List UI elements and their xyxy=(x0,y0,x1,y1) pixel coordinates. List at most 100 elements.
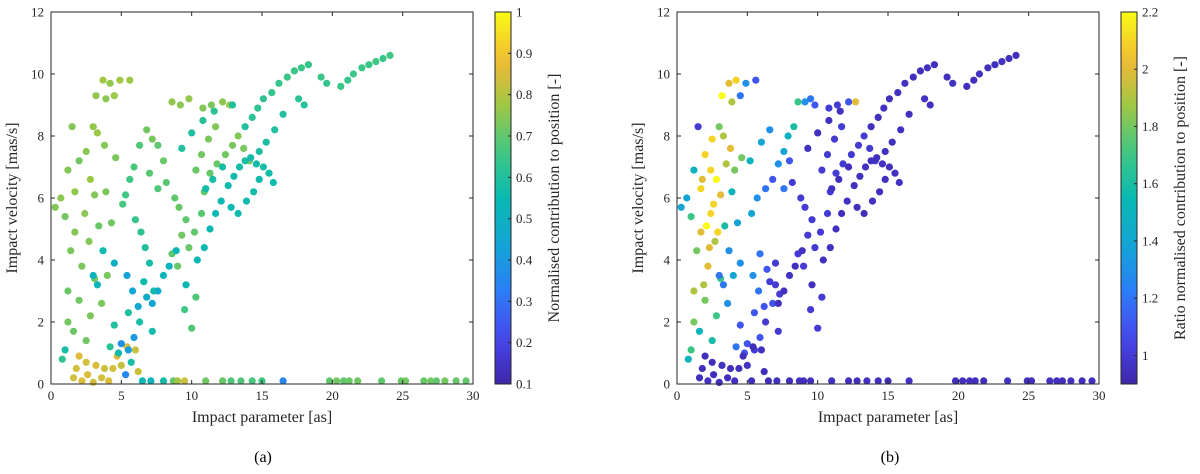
colorbar-label: Normalised contribution to position [-] xyxy=(546,74,563,323)
data-point xyxy=(710,371,718,379)
data-point xyxy=(82,337,90,345)
data-point xyxy=(881,175,889,183)
data-point xyxy=(199,116,207,125)
data-point xyxy=(202,185,210,193)
data-point xyxy=(148,135,156,143)
colorbar-tick-label: 0.9 xyxy=(516,46,532,61)
data-point xyxy=(57,194,65,202)
y-tick-label: 8 xyxy=(38,129,45,144)
data-point xyxy=(141,244,149,252)
data-point xyxy=(784,132,792,140)
data-point xyxy=(698,175,706,183)
data-point xyxy=(780,185,788,193)
data-point xyxy=(710,200,718,208)
y-tick-label: 8 xyxy=(664,129,671,144)
data-point xyxy=(130,333,138,342)
data-point xyxy=(780,287,788,295)
data-point xyxy=(176,101,184,109)
data-point xyxy=(739,352,747,360)
data-point xyxy=(117,361,125,369)
data-point xyxy=(728,188,736,196)
y-tick-label: 0 xyxy=(664,377,671,392)
data-point xyxy=(714,228,722,236)
data-point xyxy=(800,262,808,270)
data-point xyxy=(750,309,759,317)
data-point xyxy=(89,271,97,280)
data-point xyxy=(756,333,764,342)
data-point xyxy=(850,182,858,190)
data-point xyxy=(808,281,816,289)
data-point xyxy=(82,358,90,366)
data-point xyxy=(99,247,107,255)
data-point xyxy=(853,377,861,385)
data-point xyxy=(735,364,743,373)
data-point xyxy=(86,175,94,183)
colorbar-tick-label: 0.4 xyxy=(516,253,533,268)
data-point xyxy=(868,197,877,205)
data-point xyxy=(61,346,69,354)
data-point xyxy=(181,377,189,385)
data-point xyxy=(64,318,72,326)
data-point xyxy=(823,209,832,218)
colorbar-frame xyxy=(1120,11,1138,385)
data-point xyxy=(126,76,134,84)
data-point xyxy=(92,92,100,100)
data-point xyxy=(970,76,978,84)
data-point xyxy=(268,89,276,97)
x-tick-label: 15 xyxy=(882,388,895,403)
y-tick-label: 2 xyxy=(664,315,671,330)
data-point xyxy=(181,306,189,314)
data-point xyxy=(227,377,235,385)
data-point xyxy=(901,79,909,87)
x-axis-label: Impact parameter [as] xyxy=(818,409,958,426)
data-point xyxy=(98,374,106,382)
data-point xyxy=(110,92,118,100)
data-point xyxy=(193,256,201,264)
data-point xyxy=(718,92,726,100)
data-point xyxy=(204,135,213,143)
data-point xyxy=(124,309,132,317)
data-point xyxy=(379,54,387,63)
data-point xyxy=(774,160,782,168)
data-point xyxy=(708,135,716,143)
data-point xyxy=(861,163,870,171)
data-point xyxy=(943,73,951,81)
data-point xyxy=(839,160,847,168)
data-point xyxy=(148,299,156,307)
data-point xyxy=(58,355,66,363)
data-point xyxy=(814,324,822,332)
data-point xyxy=(712,175,721,183)
data-point xyxy=(269,178,277,187)
data-point xyxy=(386,51,394,60)
data-point xyxy=(1012,51,1020,60)
data-point xyxy=(219,98,227,106)
data-point xyxy=(697,228,705,236)
data-point xyxy=(1046,377,1054,385)
data-point xyxy=(143,293,151,301)
data-point xyxy=(736,92,744,100)
data-point xyxy=(105,377,113,385)
data-point xyxy=(114,349,123,357)
data-point xyxy=(432,377,440,385)
colorbar-frame xyxy=(494,11,512,385)
data-point xyxy=(693,247,701,255)
data-point xyxy=(949,79,957,87)
data-point xyxy=(129,287,137,295)
data-point xyxy=(725,79,733,87)
data-point xyxy=(349,70,357,78)
data-point xyxy=(116,76,124,84)
x-tick-label: 0 xyxy=(674,388,681,403)
data-point xyxy=(213,160,221,168)
data-point xyxy=(117,340,125,348)
data-point xyxy=(130,163,138,171)
data-point xyxy=(760,368,768,376)
data-point xyxy=(81,209,89,218)
data-point xyxy=(749,271,757,280)
data-point xyxy=(757,138,766,146)
data-point xyxy=(78,262,86,270)
data-point xyxy=(798,247,806,255)
x-tick-label: 30 xyxy=(467,388,480,403)
data-point xyxy=(1078,377,1086,385)
data-point xyxy=(804,231,812,239)
colorbar-tick-label: 0.8 xyxy=(516,87,532,102)
